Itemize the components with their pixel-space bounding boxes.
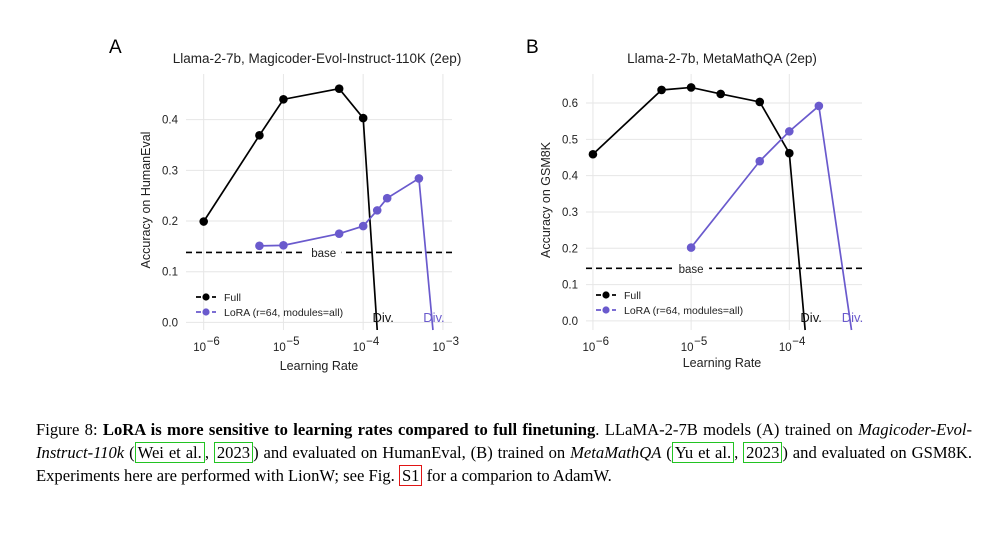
y-tick-label: 0.5 [562,134,578,146]
data-point-full [334,84,344,94]
data-point-lora [334,229,344,238]
legend-swatch-marker [202,293,210,301]
caption-text: , [734,443,744,462]
chart-title: Llama-2-7b, Magicoder-Evol-Instruct-110K… [173,51,462,66]
data-point-lora [814,101,824,111]
data-point-lora [279,241,288,250]
x-tick-base: 10 [681,342,694,354]
citation-link[interactable]: 2023 [213,442,254,463]
y-tick-label: 0.6 [562,98,578,110]
legend-swatch-marker [602,306,610,314]
series-line-full [202,87,379,331]
legend-swatch-marker [602,291,610,299]
x-tick-exponent: −3 [446,336,459,348]
caption-dataset: MetaMathQA [570,443,662,462]
x-axis-label: Learning Rate [280,359,359,373]
data-point-full [279,95,288,104]
data-point-lora [382,193,392,203]
divergence-label: Div. [372,310,393,325]
legend-entry-label: Full [224,292,241,304]
legend-entry-label: LoRA (r=64, modules=all) [224,307,343,319]
legend-swatch-marker [202,308,210,316]
data-point-full [199,217,208,226]
figure-ref-link[interactable]: S1 [398,465,423,486]
y-tick-label: 0.3 [162,165,178,177]
y-tick-label: 0.2 [162,216,178,228]
chart-title: Llama-2-7b, MetaMathQA (2ep) [627,51,817,66]
baseline-label: base [679,264,704,276]
y-axis-label: Accuracy on GSM8K [539,141,553,258]
y-tick-label: 0.1 [162,267,178,279]
data-point-full [785,148,794,158]
data-point-lora [755,156,765,166]
caption-text: , [204,443,214,462]
legend-entry-label: LoRA (r=64, modules=all) [624,305,743,317]
y-tick-label: 0.3 [562,207,578,219]
legend-entry-label: Full [624,290,641,302]
x-tick-base: 10 [273,342,286,354]
y-tick-label: 0.4 [562,171,579,183]
baseline-label-bg [305,244,342,259]
y-tick-label: 0.0 [562,316,578,328]
x-tick-exponent: −6 [596,336,609,348]
data-point-full [716,89,725,99]
y-tick-label: 0.0 [162,317,178,329]
caption-dataset: Magicoder-Evol-Instruct-110k [36,420,973,462]
data-point-lora [255,241,264,251]
x-tick-base: 10 [583,342,596,354]
caption-text: ) and evaluated on GSM8K. Experiments he… [36,443,972,485]
caption-prefix: Figure 8: [36,420,103,439]
y-axis-label: Accuracy on HumanEval [139,132,153,269]
divergence-label: Div. [800,310,821,325]
caption-text: ) and evaluated on HumanEval, (B) traine… [253,443,571,462]
data-point-lora [372,206,382,215]
baseline-label: base [311,248,336,260]
caption-text: . LLaMA-2-7B models (A) trained on [595,420,859,439]
series-line-lora [259,176,434,331]
baseline-label-bg [673,260,710,275]
caption-bold: LoRA is more sensitive to learning rates… [102,420,596,439]
caption-text: ( [124,443,135,462]
panel-letter: A [109,37,122,58]
x-tick-exponent: −5 [286,336,299,348]
citation-link[interactable]: Wei et al. [134,442,205,463]
panel-a: A Llama-2-7b, Magicoder-Evol-Instruct-11… [109,37,461,373]
data-point-full [358,113,368,123]
y-tick-label: 0.4 [162,115,179,127]
data-point-full [255,131,264,140]
caption-text: ( [661,443,672,462]
data-point-lora [785,127,794,136]
data-point-lora [414,174,424,183]
x-tick-base: 10 [193,342,206,354]
figure-caption: Figure 8: LoRA is more sensitive to lear… [36,418,972,487]
x-tick-exponent: −4 [792,336,806,348]
x-axis-label: Learning Rate [683,356,762,370]
divergence-label: Div. [842,310,863,325]
x-tick-base: 10 [353,342,366,354]
x-tick-base: 10 [779,342,792,354]
citation-link[interactable]: Yu et al. [671,442,735,463]
panel-b: B Llama-2-7b, MetaMathQA (2ep) base Div.… [526,37,863,370]
citation-link[interactable]: 2023 [743,442,783,463]
y-tick-label: 0.2 [562,243,578,255]
data-point-full [686,83,696,92]
y-tick-label: 0.1 [562,280,578,292]
panel-letter: B [526,37,539,58]
data-point-lora [686,243,696,252]
x-tick-exponent: −6 [207,336,220,348]
caption-text: for a comparion to AdamW. [422,466,612,485]
data-point-full [755,97,765,107]
data-point-full [657,85,666,95]
x-tick-exponent: −4 [366,336,380,348]
x-tick-exponent: −5 [694,336,707,348]
data-point-lora [358,221,368,231]
divergence-label: Div. [423,310,444,325]
x-tick-base: 10 [433,342,446,354]
data-point-full [588,149,598,159]
